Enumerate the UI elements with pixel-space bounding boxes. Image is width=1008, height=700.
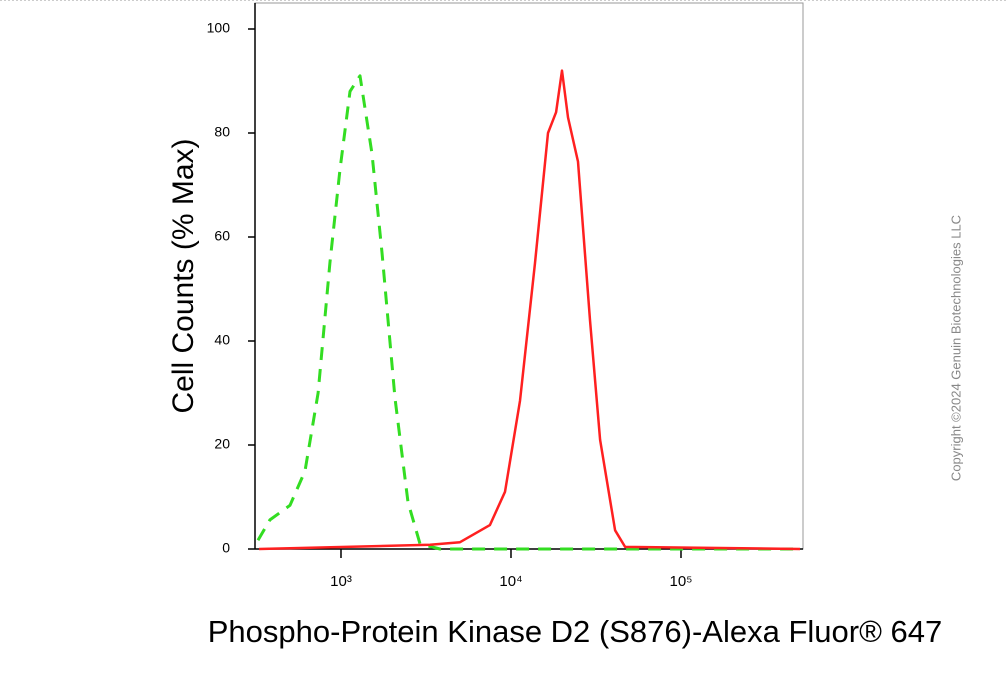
copyright: Copyright ©2024 Genuin Biotechnologies L… — [948, 215, 963, 481]
y-tick-label: 80 — [214, 124, 230, 140]
y-axis-label: Cell Counts (% Max) — [167, 138, 200, 413]
plot-frame — [254, 2, 804, 550]
y-tick-label: 100 — [207, 20, 231, 36]
y-tick-label: 40 — [214, 332, 230, 348]
series-line — [256, 74, 800, 551]
series-line — [259, 69, 801, 551]
x-tick-label: 10⁴ — [499, 573, 522, 590]
y-tick-label: 0 — [222, 540, 230, 556]
y-tick-label: 20 — [214, 436, 230, 452]
y-tick-label: 60 — [214, 228, 230, 244]
x-axis-label: Phospho-Protein Kinase D2 (S876)-Alexa F… — [207, 614, 943, 649]
x-tick-label: 10⁵ — [670, 573, 693, 590]
x-tick-label: 10³ — [330, 573, 352, 590]
